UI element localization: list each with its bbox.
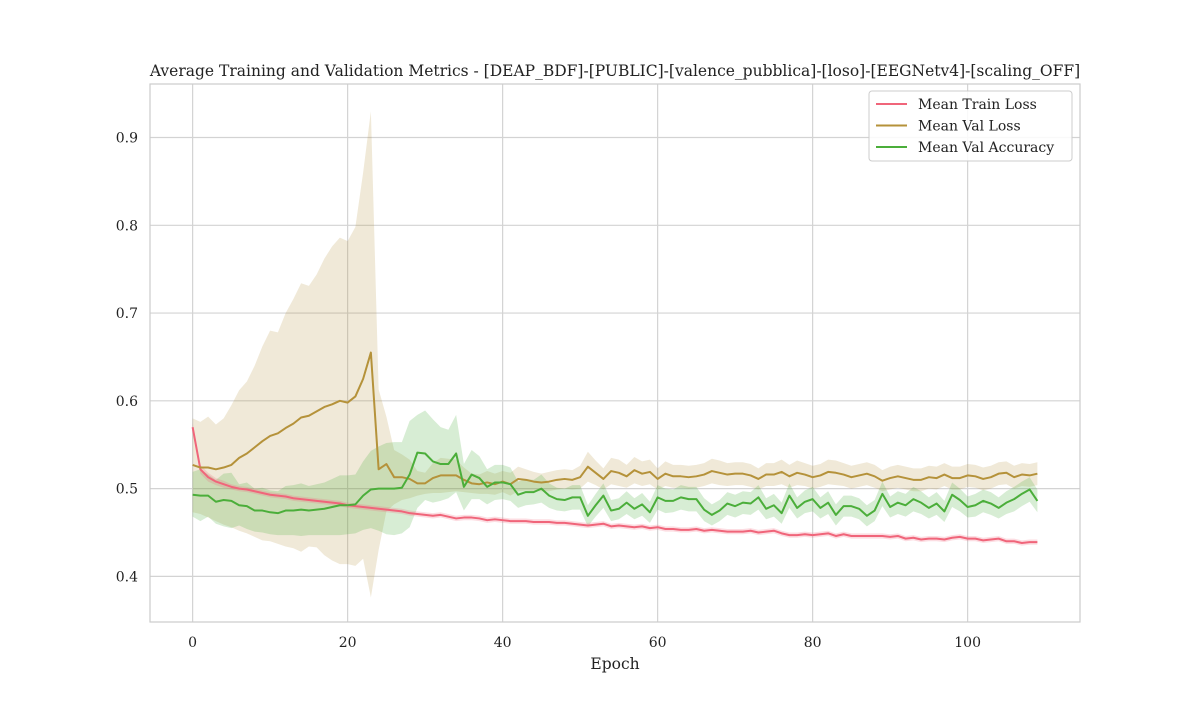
y-tick-label: 0.4 <box>116 569 138 585</box>
legend-box <box>868 90 1073 162</box>
x-tick-label: 0 <box>188 635 197 651</box>
band-mean-val-loss <box>192 111 1038 598</box>
y-tick-label: 0.8 <box>116 218 138 234</box>
legend-label: Mean Train Loss <box>918 97 1037 113</box>
confidence-bands <box>192 111 1038 598</box>
y-tick-label: 0.7 <box>116 306 138 322</box>
line-mean-train-loss <box>191 426 1038 545</box>
legend-label: Mean Val Loss <box>918 119 1021 135</box>
y-tick-label: 0.9 <box>116 131 138 147</box>
x-tick-label: 80 <box>804 635 822 651</box>
line-mean-val-loss <box>192 351 1038 486</box>
line-mean-val-accuracy <box>192 451 1039 517</box>
legend-label: Mean Val Accuracy <box>918 140 1054 156</box>
x-tick-label: 20 <box>339 635 357 651</box>
y-tick-label: 0.5 <box>116 482 138 498</box>
tick-labels: 0 20 40 60 80 100 0.4 0.5 0.6 0.7 0.8 0.9 <box>116 131 981 651</box>
legend: Mean Train Loss Mean Val Loss Mean Val Acc… <box>868 90 1073 162</box>
x-tick-label: 60 <box>649 635 667 651</box>
series-lines <box>191 351 1039 545</box>
grid <box>150 84 1080 622</box>
x-tick-label: 40 <box>494 635 512 651</box>
x-tick-label: 100 <box>954 635 981 651</box>
x-axis-label: Epoch <box>590 655 639 673</box>
chart-title: Average Training and Validation Metrics … <box>149 62 1080 80</box>
plot-frame <box>149 83 1081 623</box>
y-tick-label: 0.6 <box>116 394 138 410</box>
